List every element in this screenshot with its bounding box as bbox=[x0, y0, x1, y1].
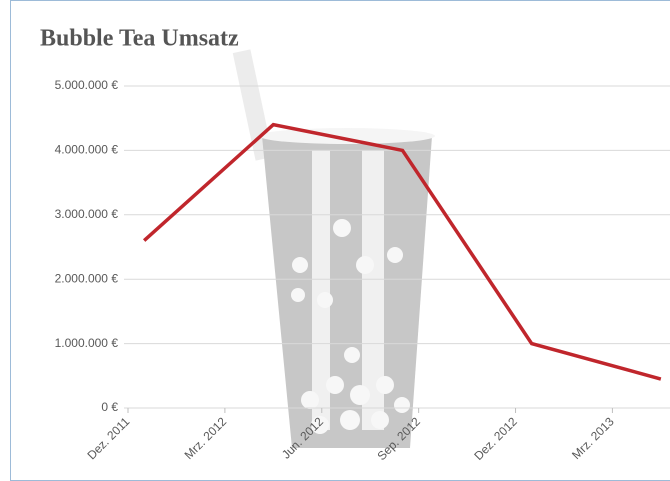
y-tick-label: 3.000.000 € bbox=[55, 207, 119, 221]
y-tick-label: 5.000.000 € bbox=[55, 78, 119, 92]
y-tick-label: 1.000.000 € bbox=[55, 336, 119, 350]
y-tick-label: 0 € bbox=[101, 400, 118, 414]
y-tick-label: 2.000.000 € bbox=[55, 271, 119, 285]
y-tick-label: 4.000.000 € bbox=[55, 143, 119, 157]
chart: Bubble Tea Umsatz 0 € 1.000.000 € 2.000.00… bbox=[0, 0, 670, 481]
chart-title: Bubble Tea Umsatz bbox=[40, 26, 239, 52]
